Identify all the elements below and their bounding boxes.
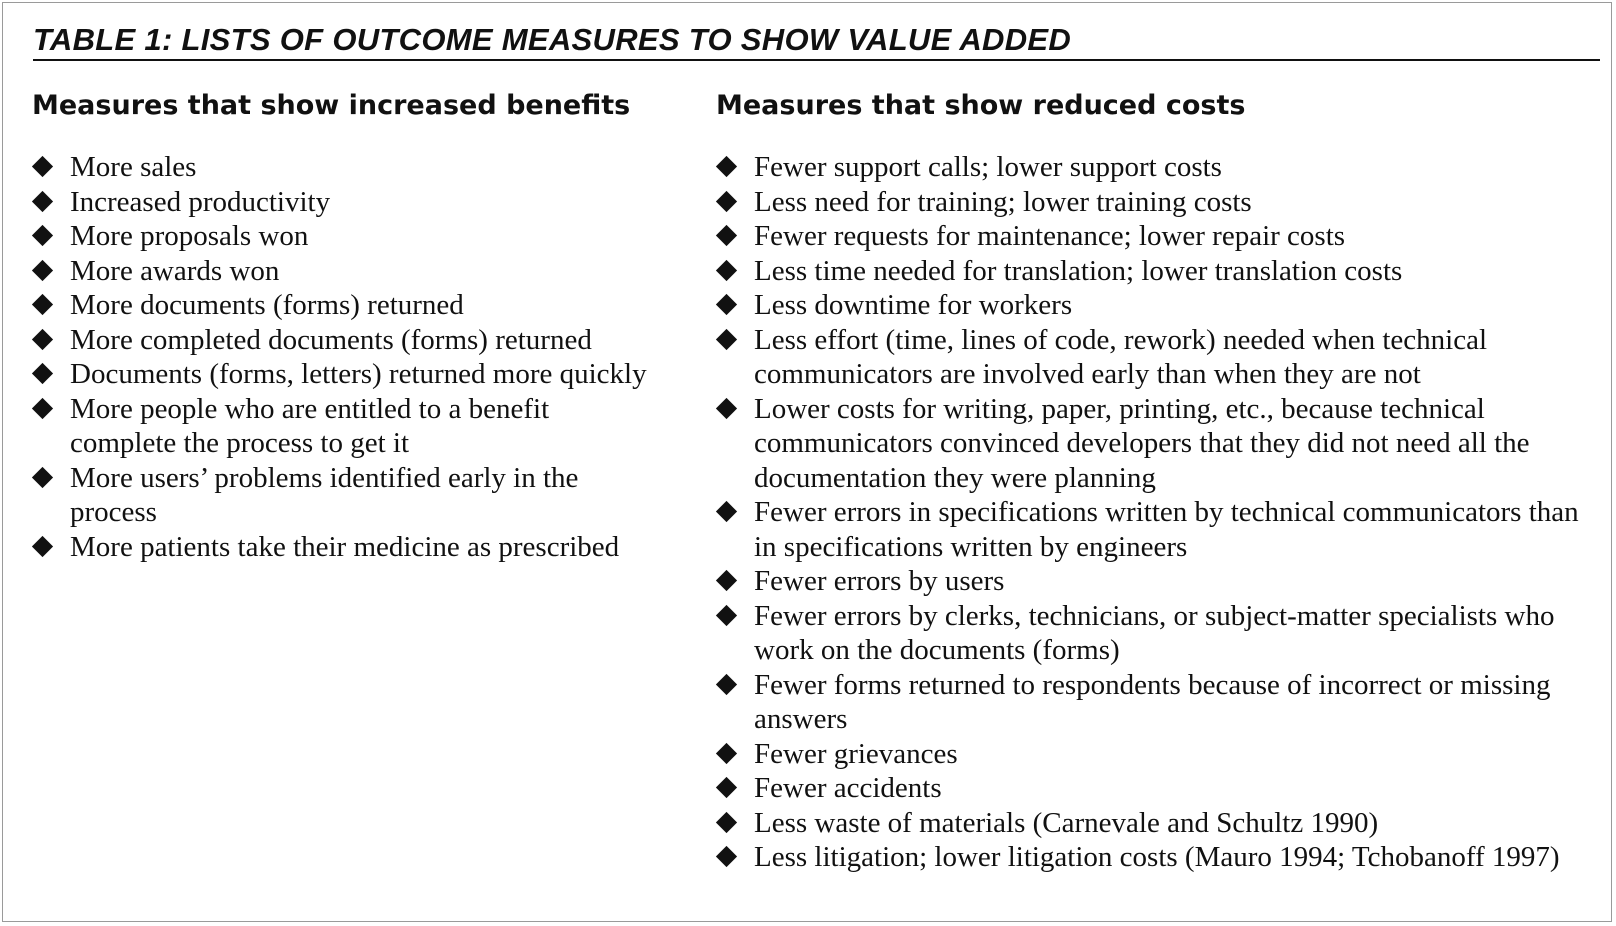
diamond-bullet-icon xyxy=(31,259,54,281)
list-item-text: Less need for training; lower training c… xyxy=(754,185,1252,218)
list-item-text: More completed documents (forms) returne… xyxy=(70,323,592,356)
diamond-bullet-icon xyxy=(715,604,738,626)
costs-column: Measures that show reduced costs Fewer s… xyxy=(715,88,1606,873)
list-item-text: More users’ problems identified early in… xyxy=(70,461,579,529)
diamond-bullet-icon xyxy=(715,811,738,833)
list-item: More users’ problems identified early in… xyxy=(31,461,652,530)
diamond-bullet-icon xyxy=(715,569,738,592)
table-title: TABLE 1: LISTS OF OUTCOME MEASURES TO SH… xyxy=(33,22,1072,57)
list-item-text: More sales xyxy=(70,151,197,183)
list-item-text: Less downtime for workers xyxy=(754,289,1073,321)
diamond-bullet-icon xyxy=(715,328,738,350)
list-item-text: Fewer errors by users xyxy=(754,565,1005,597)
list-item: More people who are entitled to a benefi… xyxy=(31,392,652,461)
list-item-text: Lower costs for writing, paper, printing… xyxy=(754,392,1530,494)
diamond-bullet-icon xyxy=(715,845,738,868)
diamond-bullet-icon xyxy=(31,397,54,419)
list-item: More patients take their medicine as pre… xyxy=(31,530,652,565)
benefits-heading: Measures that show increased benefits xyxy=(32,90,631,121)
list-item: Increased productivity xyxy=(31,185,652,220)
list-item-text: More people who are entitled to a benefi… xyxy=(70,392,550,460)
list-item: Less effort (time, lines of code, rework… xyxy=(715,323,1606,392)
list-item-text: More proposals won xyxy=(70,220,309,252)
diamond-bullet-icon xyxy=(31,535,54,557)
benefits-list: More sales Increased productivity More pro… xyxy=(31,150,652,565)
diamond-bullet-icon xyxy=(715,155,738,178)
list-item: Less waste of materials (Carnevale and S… xyxy=(715,806,1606,841)
list-item: Fewer support calls; lower support costs xyxy=(715,150,1606,185)
list-item: Fewer errors by clerks, technicians, or … xyxy=(715,599,1606,668)
list-item: Less downtime for workers xyxy=(715,288,1606,323)
list-item-text: Less effort (time, lines of code, rework… xyxy=(754,323,1488,391)
diamond-bullet-icon xyxy=(715,190,738,212)
costs-heading: Measures that show reduced costs xyxy=(716,90,1246,121)
list-item: Fewer forms returned to respondents beca… xyxy=(715,668,1606,737)
diamond-bullet-icon xyxy=(31,293,54,316)
list-item-text: Less time needed for translation; lower … xyxy=(754,254,1403,287)
list-item-text: More patients take their medicine as pre… xyxy=(70,530,620,563)
list-item-text: Documents (forms, letters) returned more… xyxy=(70,358,647,390)
diamond-bullet-icon xyxy=(715,500,738,523)
list-item: Fewer requests for maintenance; lower re… xyxy=(715,219,1606,254)
diamond-bullet-icon xyxy=(715,776,738,799)
list-item: Fewer grievances xyxy=(715,737,1606,772)
diamond-bullet-icon xyxy=(31,362,54,385)
list-item: Less time needed for translation; lower … xyxy=(715,254,1606,289)
list-item-text: More documents (forms) returned xyxy=(70,289,464,321)
costs-list: Fewer support calls; lower support costs… xyxy=(715,150,1606,875)
list-item: More sales xyxy=(31,150,652,185)
diamond-bullet-icon xyxy=(715,673,738,695)
list-item-text: Fewer requests for maintenance; lower re… xyxy=(754,220,1346,252)
list-item-text: Fewer grievances xyxy=(754,737,958,770)
list-item-text: Fewer accidents xyxy=(754,772,942,804)
diamond-bullet-icon xyxy=(31,155,54,178)
list-item-text: More awards won xyxy=(70,254,280,287)
diamond-bullet-icon xyxy=(715,224,738,247)
list-item-text: Less waste of materials (Carnevale and S… xyxy=(754,806,1379,839)
title-underline xyxy=(33,59,1600,61)
list-item-text: Fewer errors in specifications written b… xyxy=(754,496,1579,563)
benefits-column: Measures that show increased benefits Mo… xyxy=(31,88,672,563)
list-item: Lower costs for writing, paper, printing… xyxy=(715,392,1606,496)
list-item: Less litigation; lower litigation costs … xyxy=(715,840,1606,875)
list-item: Fewer errors by users xyxy=(715,564,1606,599)
list-item: Documents (forms, letters) returned more… xyxy=(31,357,652,392)
diamond-bullet-icon xyxy=(715,259,738,281)
list-item-text: Fewer support calls; lower support costs xyxy=(754,151,1222,183)
list-item-text: Fewer errors by clerks, technicians, or … xyxy=(754,599,1555,667)
diamond-bullet-icon xyxy=(31,224,54,247)
list-item: Fewer errors in specifications written b… xyxy=(715,495,1606,564)
diamond-bullet-icon xyxy=(31,190,54,212)
list-item: More documents (forms) returned xyxy=(31,288,652,323)
list-item: More proposals won xyxy=(31,219,652,254)
list-item: Fewer accidents xyxy=(715,771,1606,806)
list-item-text: Increased productivity xyxy=(70,185,331,218)
diamond-bullet-icon xyxy=(31,328,54,350)
list-item-text: Less litigation; lower litigation costs … xyxy=(754,841,1560,873)
diamond-bullet-icon xyxy=(715,742,738,764)
list-item: More completed documents (forms) returne… xyxy=(31,323,652,358)
diamond-bullet-icon xyxy=(31,466,54,488)
list-item: Less need for training; lower training c… xyxy=(715,185,1606,220)
list-item: More awards won xyxy=(31,254,652,289)
diamond-bullet-icon xyxy=(715,397,738,419)
list-item-text: Fewer forms returned to respondents beca… xyxy=(754,668,1551,736)
diamond-bullet-icon xyxy=(715,293,738,316)
